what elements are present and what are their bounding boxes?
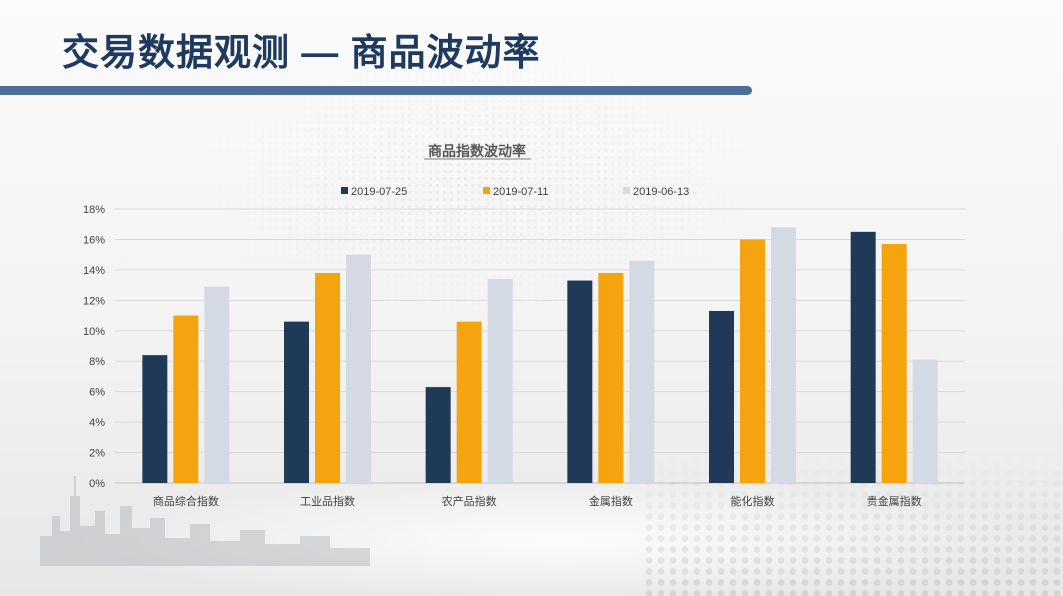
x-tick-label: 农产品指数 <box>442 494 497 508</box>
x-tick-label: 能化指数 <box>731 494 775 508</box>
y-tick-label: 6% <box>89 387 105 399</box>
bar <box>709 310 734 483</box>
bar <box>567 280 593 483</box>
bar <box>912 359 938 483</box>
legend-label: 2019-06-13 <box>633 186 689 198</box>
bar <box>173 315 199 483</box>
title-underline-bar <box>0 86 752 95</box>
y-tick-label: 18% <box>83 204 105 216</box>
bar <box>425 387 451 483</box>
y-tick-label: 14% <box>83 265 105 277</box>
bar <box>315 272 340 483</box>
bar <box>629 260 655 483</box>
bar <box>487 279 513 483</box>
legend-swatch <box>623 187 630 194</box>
bar <box>204 286 230 483</box>
bar <box>598 272 624 483</box>
bar <box>142 355 168 483</box>
legend-swatch <box>483 187 490 194</box>
x-tick-label: 金属指数 <box>589 494 633 508</box>
y-tick-label: 16% <box>83 234 105 246</box>
bar <box>456 321 482 483</box>
legend-label: 2019-07-11 <box>493 186 548 198</box>
bar <box>284 321 309 483</box>
bar <box>881 244 907 483</box>
page-title: 交易数据观测 — 商品波动率 <box>62 32 541 73</box>
bar <box>850 231 876 483</box>
y-tick-label: 2% <box>89 448 105 460</box>
bar <box>346 254 371 483</box>
chart-title: 商品指数波动率 <box>428 143 526 159</box>
legend-swatch <box>341 187 348 194</box>
y-tick-label: 10% <box>83 326 105 338</box>
x-tick-label: 商品综合指数 <box>153 494 219 508</box>
bar <box>771 227 796 483</box>
y-tick-label: 8% <box>89 356 105 368</box>
y-tick-label: 0% <box>89 478 105 490</box>
city-skyline-decoration <box>40 476 370 566</box>
x-tick-label: 工业品指数 <box>300 494 355 508</box>
x-tick-label: 贵金属指数 <box>867 494 922 508</box>
y-tick-label: 4% <box>89 417 105 429</box>
legend-label: 2019-07-25 <box>351 186 407 198</box>
bar <box>740 239 765 483</box>
y-tick-label: 12% <box>83 295 105 307</box>
